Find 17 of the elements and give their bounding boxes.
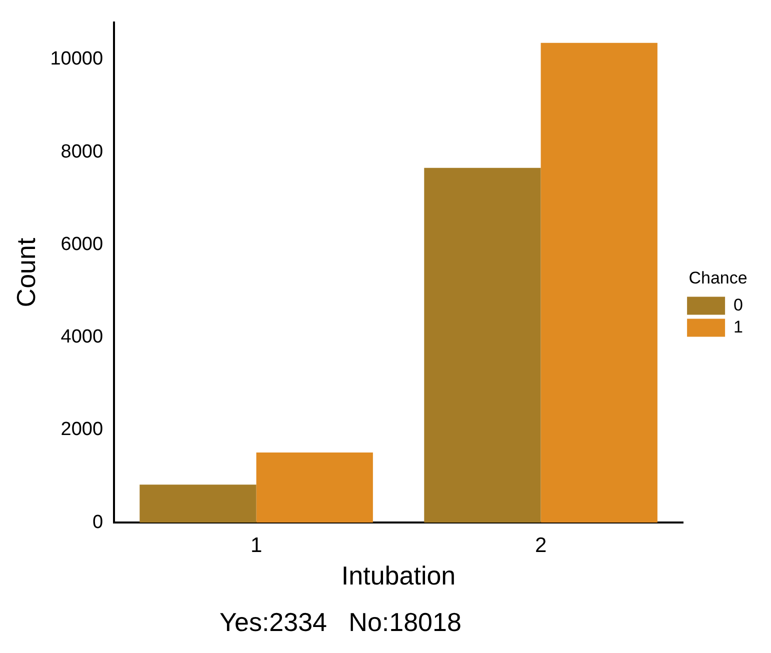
bar — [540, 42, 658, 523]
legend-label: 1 — [734, 317, 744, 336]
y-tick-label: 6000 — [60, 234, 104, 255]
text: Yes:2334 No:18018 — [218, 607, 462, 638]
y-tick-label: 4000 — [60, 326, 104, 348]
bar — [424, 168, 541, 523]
x-tick-label: 2 — [534, 534, 547, 557]
bar — [140, 484, 256, 523]
y-tick-label: 8000 — [60, 141, 104, 162]
y-axis-title: Count — [10, 237, 41, 308]
legend-title: Chance — [688, 268, 748, 288]
y-tick-label: 0 — [92, 512, 104, 533]
y-tick-label: 2000 — [60, 419, 104, 440]
legend-label: 0 — [734, 295, 744, 314]
bar — [256, 452, 373, 523]
x-axis-title: Intubation — [341, 560, 456, 591]
y-tick-label: 10000 — [50, 48, 104, 70]
